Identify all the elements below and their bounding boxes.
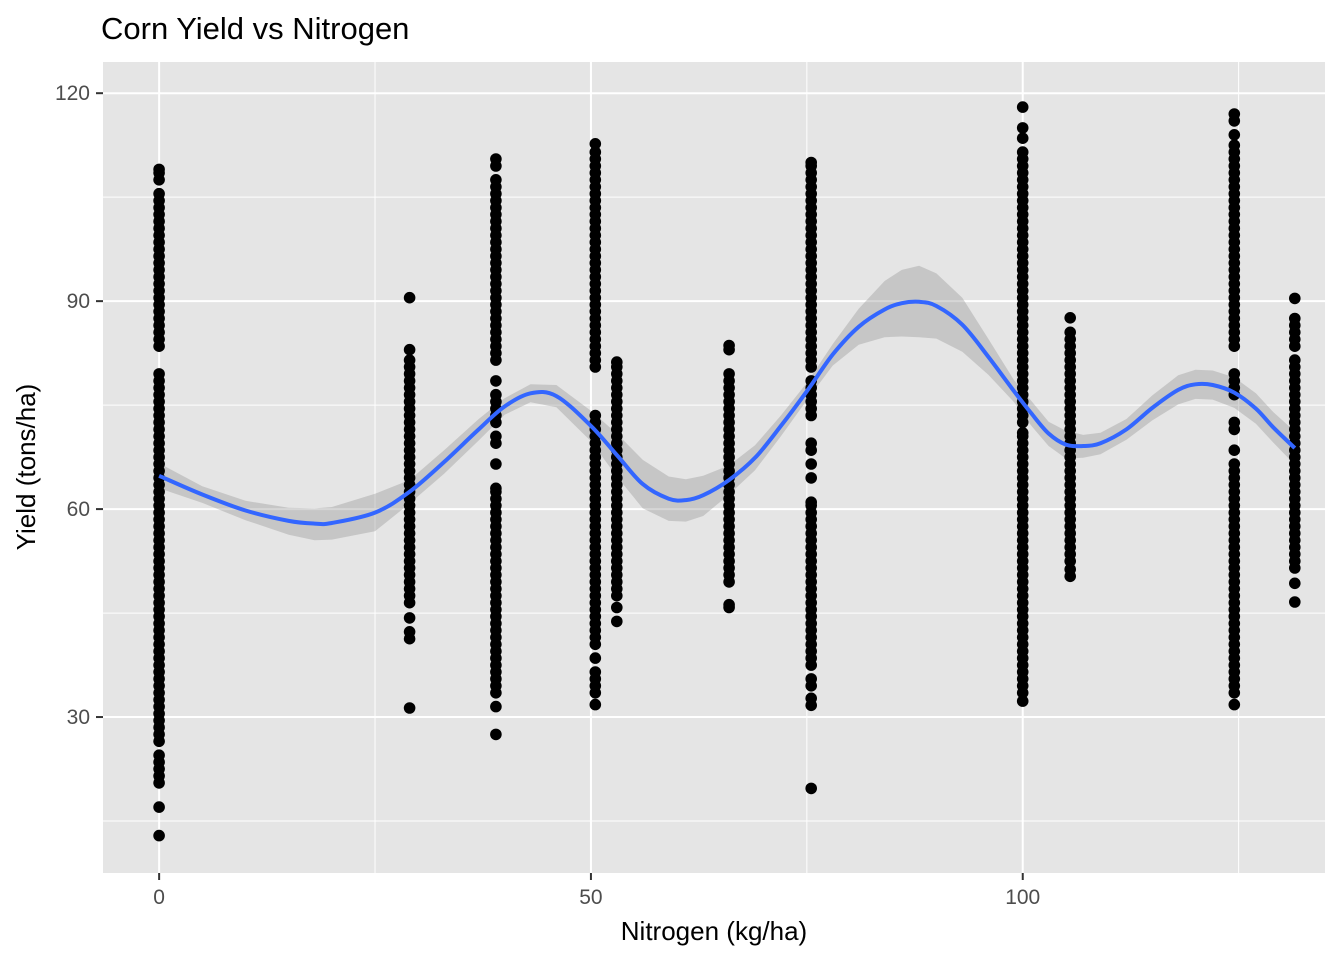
data-point — [1016, 146, 1029, 158]
data-point — [1228, 139, 1241, 151]
data-point — [589, 652, 602, 664]
data-point — [611, 601, 623, 614]
y-axis-title: Yield (tons/ha) — [11, 384, 41, 551]
data-point — [723, 368, 735, 380]
data-point — [153, 749, 165, 761]
smooth-line — [158, 299, 1297, 527]
data-point — [153, 829, 165, 842]
data-point — [805, 496, 817, 509]
data-point — [611, 356, 623, 368]
data-point — [490, 482, 502, 495]
chart-title: Corn Yield vs Nitrogen — [101, 11, 409, 46]
data-point — [153, 801, 165, 813]
y-tick-label: 90 — [67, 290, 90, 313]
data-point — [611, 615, 623, 628]
data-point — [805, 673, 817, 685]
data-point — [403, 291, 416, 304]
data-point — [805, 692, 817, 705]
x-axis-title: Nitrogen (kg/ha) — [621, 916, 807, 946]
data-point — [403, 343, 416, 356]
y-tick-label: 30 — [67, 706, 90, 729]
data-point — [1064, 326, 1076, 339]
axes-layer: 0 50 100 30 60 90 120 — [55, 82, 1040, 909]
data-point — [805, 437, 817, 450]
data-point — [403, 702, 416, 714]
confidence-band — [159, 265, 1295, 541]
data-point — [805, 156, 817, 169]
data-point — [1289, 577, 1301, 590]
data-point — [490, 430, 502, 443]
data-point — [490, 174, 502, 186]
data-point — [1228, 444, 1241, 457]
data-point — [153, 368, 165, 380]
data-point — [1228, 698, 1241, 711]
data-point — [805, 472, 817, 484]
data-point — [1016, 427, 1029, 439]
data-point — [589, 666, 602, 678]
data-point — [1228, 108, 1241, 120]
data-point — [1064, 312, 1076, 324]
data-point — [490, 375, 502, 387]
data-point — [589, 138, 602, 150]
data-point — [589, 409, 602, 422]
x-tick-label: 50 — [579, 886, 602, 909]
data-point — [403, 354, 416, 366]
data-point — [490, 458, 502, 470]
data-point — [1228, 416, 1241, 429]
data-point — [1016, 101, 1029, 113]
data-point — [805, 458, 817, 470]
data-point — [1228, 458, 1241, 470]
data-point — [153, 187, 165, 200]
plot-panel — [103, 62, 1325, 873]
data-points-layer — [153, 101, 1301, 842]
data-point — [1289, 312, 1301, 325]
smooth-line-layer — [158, 299, 1297, 527]
data-point — [805, 782, 817, 795]
data-point — [1289, 292, 1301, 305]
x-tick-label: 100 — [1005, 886, 1040, 909]
data-point — [153, 163, 165, 176]
x-tick-label: 0 — [153, 886, 165, 909]
data-point — [589, 146, 602, 158]
data-point — [1228, 368, 1241, 380]
data-point — [490, 700, 502, 713]
data-point — [1228, 129, 1241, 141]
data-point — [1064, 563, 1076, 576]
data-point — [403, 626, 416, 638]
data-point — [1289, 596, 1301, 608]
y-tick-label: 60 — [67, 498, 90, 521]
data-point — [723, 598, 735, 611]
data-point — [490, 388, 502, 401]
data-point — [1016, 122, 1029, 134]
data-point — [723, 339, 735, 352]
confidence-band-layer — [159, 265, 1295, 541]
data-point — [1016, 695, 1029, 707]
data-point — [1289, 354, 1301, 366]
data-point — [490, 153, 502, 165]
data-point — [1016, 132, 1029, 144]
data-point — [589, 698, 602, 711]
data-point — [490, 728, 502, 741]
data-point — [403, 612, 416, 624]
y-tick-label: 120 — [55, 82, 90, 105]
